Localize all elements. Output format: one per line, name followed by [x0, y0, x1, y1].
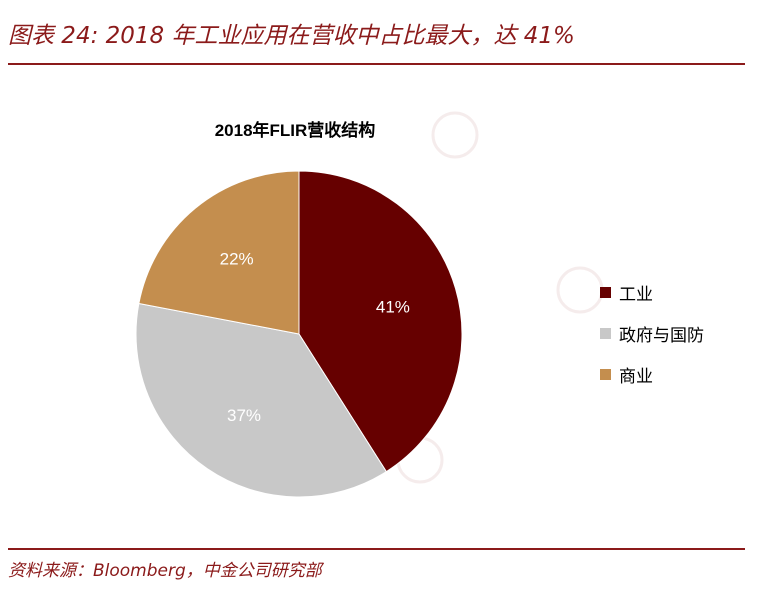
legend-label: 政府与国防 [619, 325, 704, 346]
legend-label: 工业 [619, 284, 653, 305]
legend-swatch [600, 327, 611, 339]
data-label-government-defense: 37% [227, 406, 261, 425]
legend-swatch [600, 368, 611, 380]
legend-item-industrial: 工业 [600, 281, 704, 305]
data-label-commercial: 22% [220, 250, 254, 269]
chart-title: 2018年FLIR营收结构 [214, 121, 376, 140]
legend-swatch [600, 286, 611, 298]
source-note: 资料来源：Bloomberg，中金公司研究部 [8, 561, 322, 581]
pie-slice-government-defense [135, 302, 388, 498]
legend-item-commercial: 商业 [600, 363, 704, 387]
source-divider [8, 548, 745, 550]
pie-slice-industrial [298, 170, 463, 473]
chart-legend: 工业 政府与国防 商业 [600, 281, 704, 404]
legend-item-government-defense: 政府与国防 [600, 322, 704, 346]
pie-slice-commercial [138, 170, 300, 335]
legend-label: 商业 [619, 366, 653, 387]
figure-title: 图表 24: 2018 年工业应用在营收中占比最大，达 41% [8, 23, 575, 49]
data-label-industrial: 41% [376, 298, 410, 317]
title-divider [8, 63, 745, 65]
